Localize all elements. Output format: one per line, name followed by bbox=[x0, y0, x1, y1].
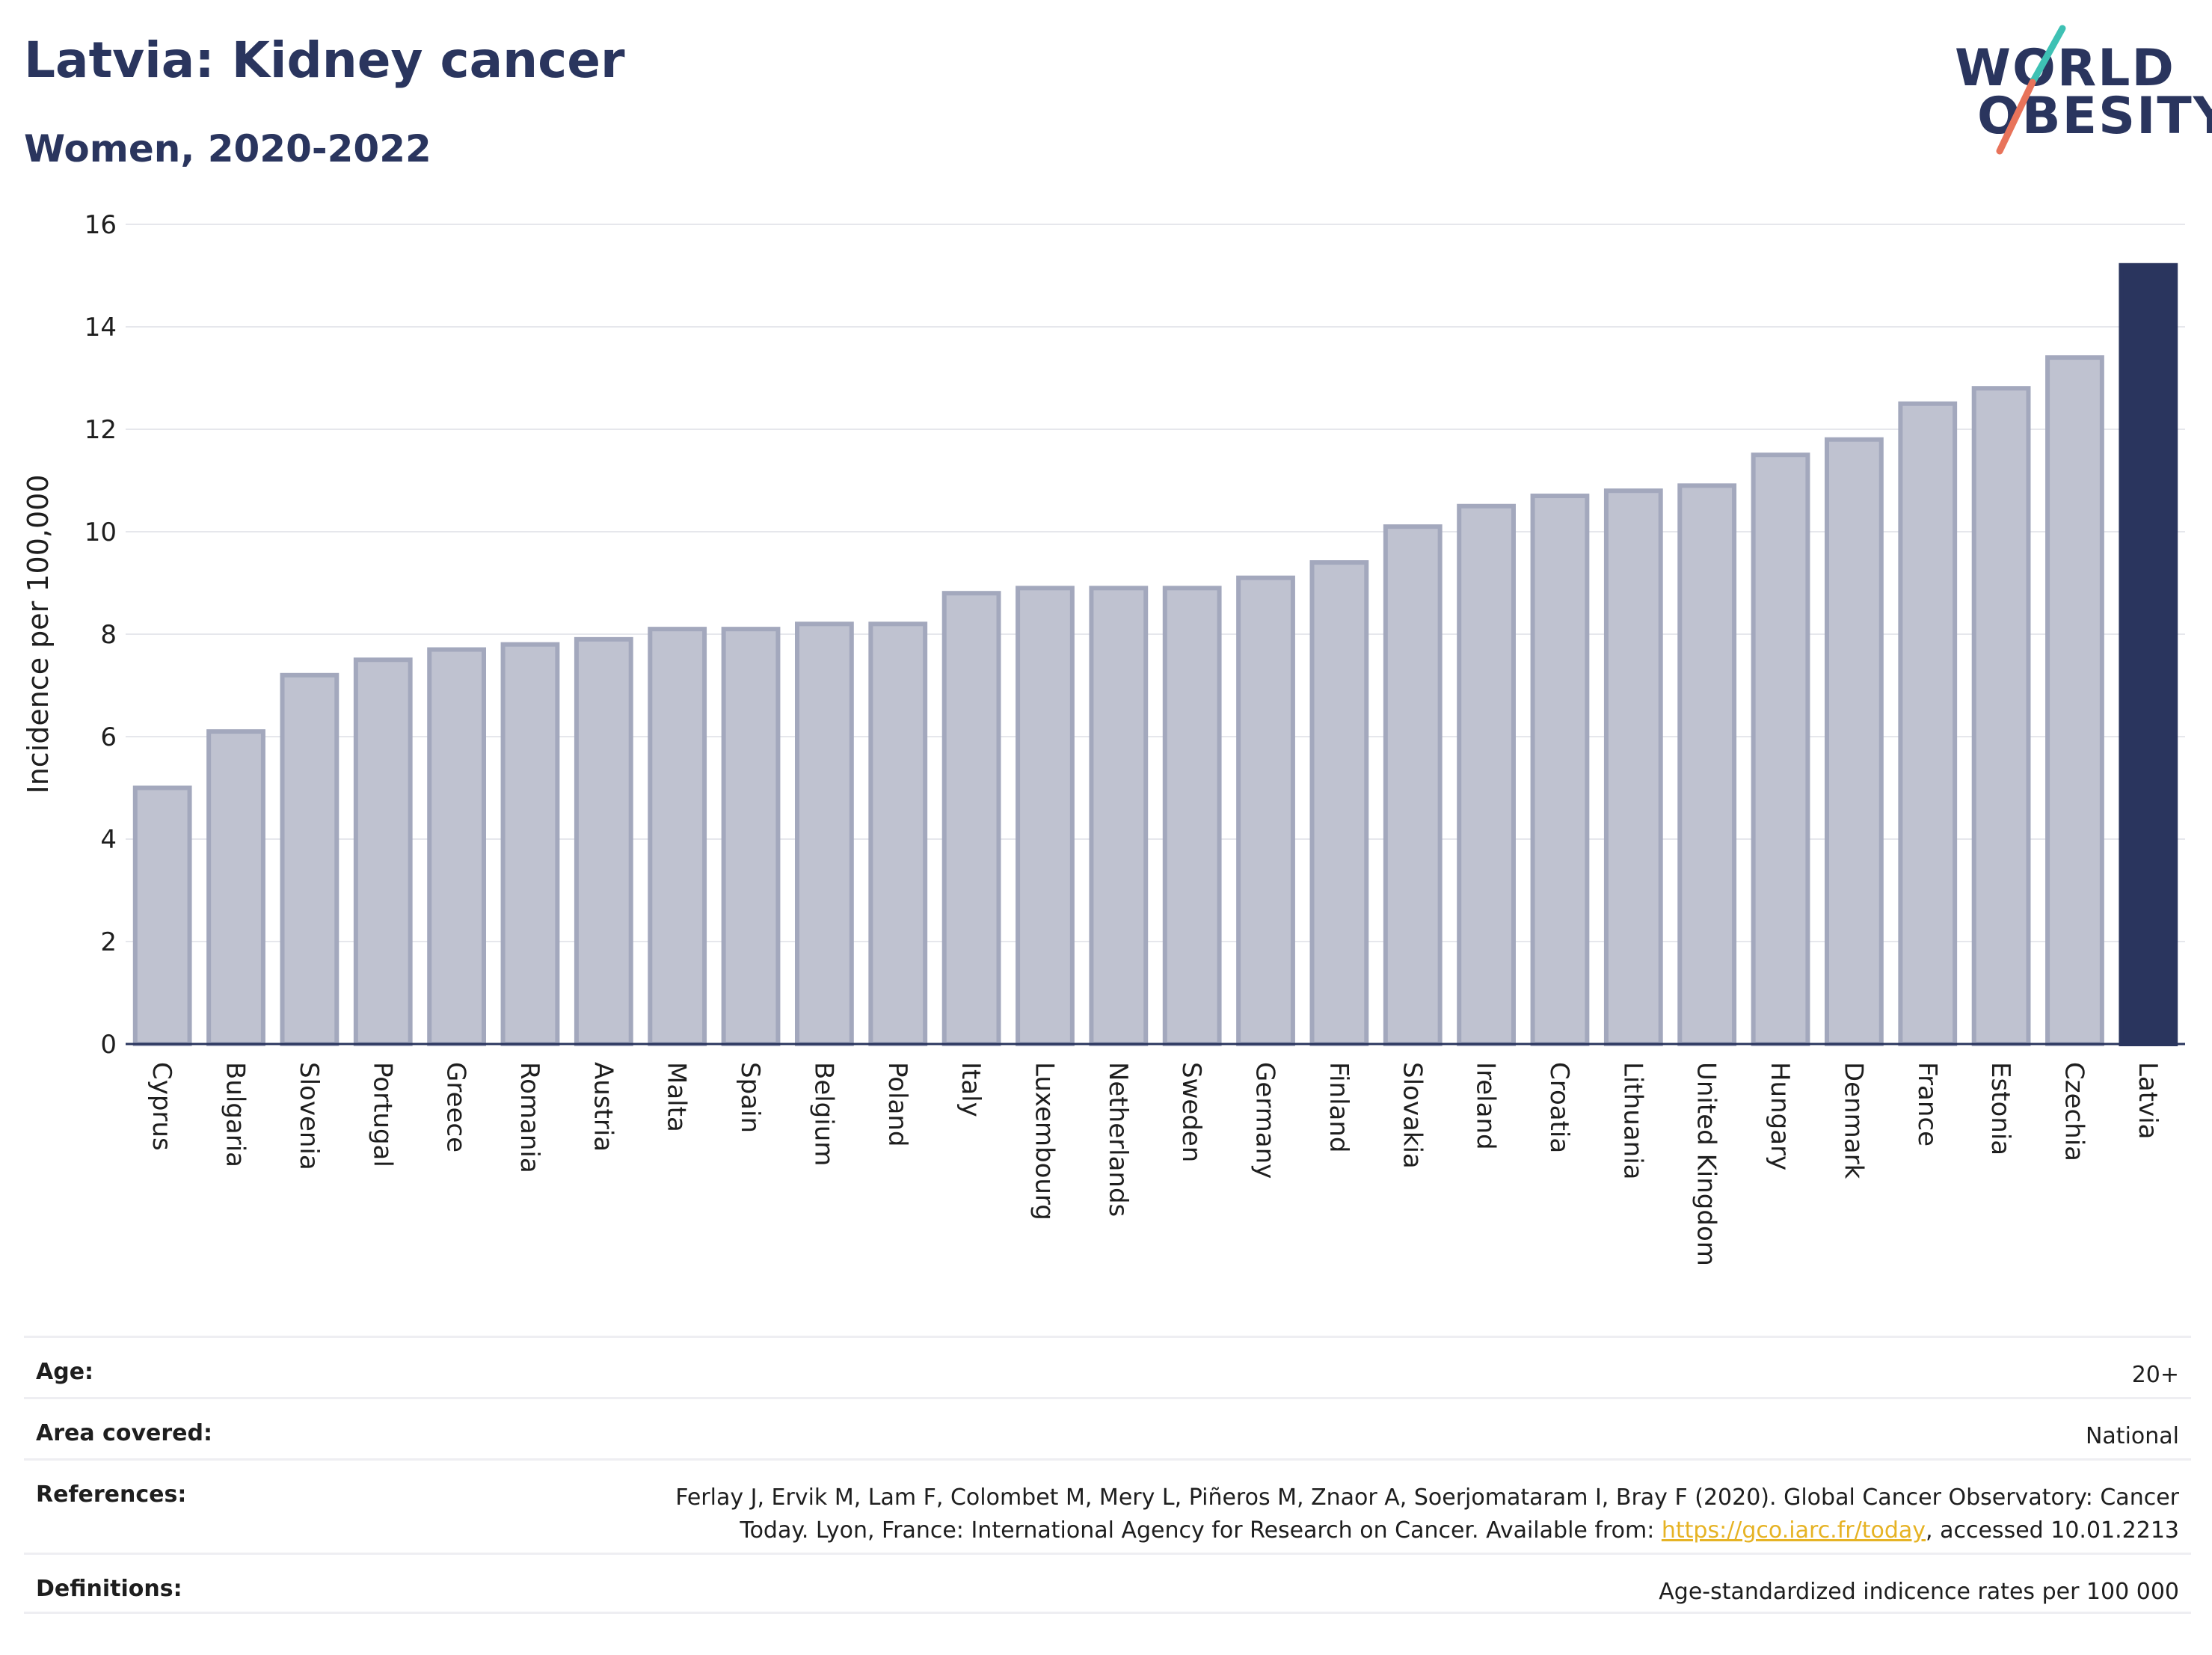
references-line2-post: , accessed 10.01.2213 bbox=[1926, 1517, 2179, 1544]
bar-poland bbox=[868, 621, 928, 1046]
world-obesity-logo: WORLD OBESITY bbox=[1944, 22, 2212, 165]
meta-references-label: References: bbox=[36, 1481, 187, 1508]
x-tick-label: Malta bbox=[662, 1062, 692, 1132]
y-axis-ticks: 0 2 4 6 8 10 12 14 16 bbox=[85, 210, 117, 1060]
x-tick-label: Austria bbox=[588, 1062, 618, 1152]
bar-ireland bbox=[1457, 503, 1516, 1046]
x-tick-label: France bbox=[1912, 1062, 1942, 1146]
bar-netherlands bbox=[1089, 586, 1149, 1046]
bar-belgium bbox=[795, 621, 854, 1046]
bar-czechia bbox=[2045, 355, 2104, 1047]
meta-row-age: Age: 20+ bbox=[24, 1336, 2191, 1397]
x-tick-label: Lithuania bbox=[1617, 1062, 1647, 1179]
meta-age-label: Age: bbox=[36, 1359, 94, 1385]
y-tick-label: 2 bbox=[100, 927, 117, 957]
y-tick-label: 16 bbox=[85, 210, 117, 240]
y-tick-label: 12 bbox=[85, 415, 117, 445]
bar-france bbox=[1898, 401, 1958, 1046]
bar-bulgaria bbox=[206, 729, 265, 1047]
bar-denmark bbox=[1825, 437, 1884, 1046]
bar-latvia bbox=[2119, 262, 2178, 1046]
y-tick-label: 8 bbox=[100, 620, 117, 650]
x-tick-label: Ireland bbox=[1471, 1062, 1501, 1150]
bar-finland bbox=[1309, 560, 1369, 1047]
bars bbox=[132, 262, 2178, 1047]
x-tick-label: Luxembourg bbox=[1029, 1062, 1059, 1220]
meta-definitions-label: Definitions: bbox=[36, 1576, 182, 1602]
meta-area-value: National bbox=[2085, 1423, 2179, 1449]
references-line1: Ferlay J, Ervik M, Lam F, Colombet M, Me… bbox=[675, 1484, 2179, 1511]
bar-portugal bbox=[353, 657, 413, 1046]
bar-slovenia bbox=[280, 672, 340, 1046]
x-tick-label: Belgium bbox=[808, 1062, 838, 1166]
meta-row-definitions: Definitions: Age-standardized indicence … bbox=[24, 1553, 2191, 1614]
meta-area-label: Area covered: bbox=[36, 1420, 212, 1446]
bar-estonia bbox=[1971, 386, 2031, 1046]
y-tick-label: 6 bbox=[100, 722, 117, 752]
x-axis-ticks: Cyprus Bulgaria Slovenia Portugal Greece Roma… bbox=[147, 1062, 2163, 1266]
x-tick-label: Croatia bbox=[1544, 1062, 1574, 1153]
x-tick-label: Latvia bbox=[2133, 1062, 2163, 1140]
bar-lithuania bbox=[1603, 488, 1663, 1046]
logo-slash-icon bbox=[1996, 25, 2066, 155]
y-tick-label: 10 bbox=[85, 518, 117, 547]
logo-slash-top bbox=[2029, 25, 2066, 86]
x-tick-label: Slovenia bbox=[294, 1062, 324, 1170]
x-tick-label: Czechia bbox=[2059, 1062, 2089, 1161]
bar-hungary bbox=[1751, 452, 1810, 1046]
page-subtitle: Women, 2020-2022 bbox=[24, 127, 431, 171]
logo-text-line1: WORLD bbox=[1955, 39, 2175, 98]
x-tick-label: Portugal bbox=[367, 1062, 397, 1167]
bar-greece bbox=[427, 647, 486, 1046]
bar-malta bbox=[648, 627, 707, 1046]
bar-italy bbox=[941, 591, 1001, 1046]
x-tick-label: Cyprus bbox=[147, 1062, 176, 1151]
bar-romania bbox=[500, 642, 560, 1046]
bar-luxembourg bbox=[1016, 586, 1075, 1046]
x-tick-label: Italy bbox=[956, 1062, 986, 1117]
bar-sweden bbox=[1162, 586, 1222, 1046]
bar-slovakia bbox=[1383, 524, 1443, 1046]
x-tick-label: Netherlands bbox=[1103, 1062, 1133, 1217]
references-line2-pre: Today. Lyon, France: International Agenc… bbox=[740, 1517, 1662, 1544]
y-tick-label: 0 bbox=[100, 1030, 117, 1060]
x-tick-label: Bulgaria bbox=[221, 1062, 251, 1167]
bar-germany bbox=[1236, 575, 1295, 1046]
x-tick-label: Greece bbox=[441, 1062, 471, 1152]
y-axis-title: Incidence per 100,000 bbox=[22, 474, 55, 793]
x-tick-label: Germany bbox=[1250, 1062, 1280, 1179]
x-tick-label: Hungary bbox=[1765, 1062, 1795, 1170]
x-tick-label: Slovakia bbox=[1397, 1062, 1427, 1169]
x-tick-label: Sweden bbox=[1176, 1062, 1206, 1162]
bar-united-kingdom bbox=[1677, 483, 1737, 1047]
meta-definitions-value: Age-standardized indicence rates per 100… bbox=[1659, 1579, 2179, 1605]
bar-spain bbox=[721, 627, 781, 1046]
meta-row-references: References: Ferlay J, Ervik M, Lam F, Co… bbox=[24, 1458, 2191, 1553]
y-tick-label: 14 bbox=[85, 313, 117, 343]
x-tick-label: Estonia bbox=[1985, 1062, 2015, 1155]
metadata-table: Age: 20+ Area covered: National Referenc… bbox=[24, 1336, 2191, 1614]
y-tick-label: 4 bbox=[100, 825, 117, 855]
x-tick-label: Spain bbox=[735, 1062, 765, 1133]
x-tick-label: Denmark bbox=[1838, 1062, 1868, 1179]
x-tick-label: Romania bbox=[514, 1062, 544, 1173]
meta-references-value: Ferlay J, Ervik M, Lam F, Colombet M, Me… bbox=[675, 1481, 2179, 1547]
meta-age-value: 20+ bbox=[2131, 1362, 2179, 1388]
x-tick-label: Poland bbox=[882, 1062, 912, 1147]
bar-cyprus bbox=[132, 785, 192, 1046]
x-tick-label: Finland bbox=[1324, 1062, 1354, 1153]
x-tick-label: United Kingdom bbox=[1692, 1062, 1721, 1266]
bar-croatia bbox=[1530, 494, 1590, 1046]
page-title: Latvia: Kidney cancer bbox=[24, 31, 625, 89]
logo-slash-bottom bbox=[1996, 79, 2036, 155]
bar-chart: 0 2 4 6 8 10 12 14 16 Cyprus Bulgaria Slovenia Port… bbox=[22, 210, 2185, 1266]
references-link[interactable]: https://gco.iarc.fr/today bbox=[1661, 1517, 1926, 1544]
meta-row-area: Area covered: National bbox=[24, 1397, 2191, 1458]
bar-austria bbox=[574, 636, 633, 1046]
